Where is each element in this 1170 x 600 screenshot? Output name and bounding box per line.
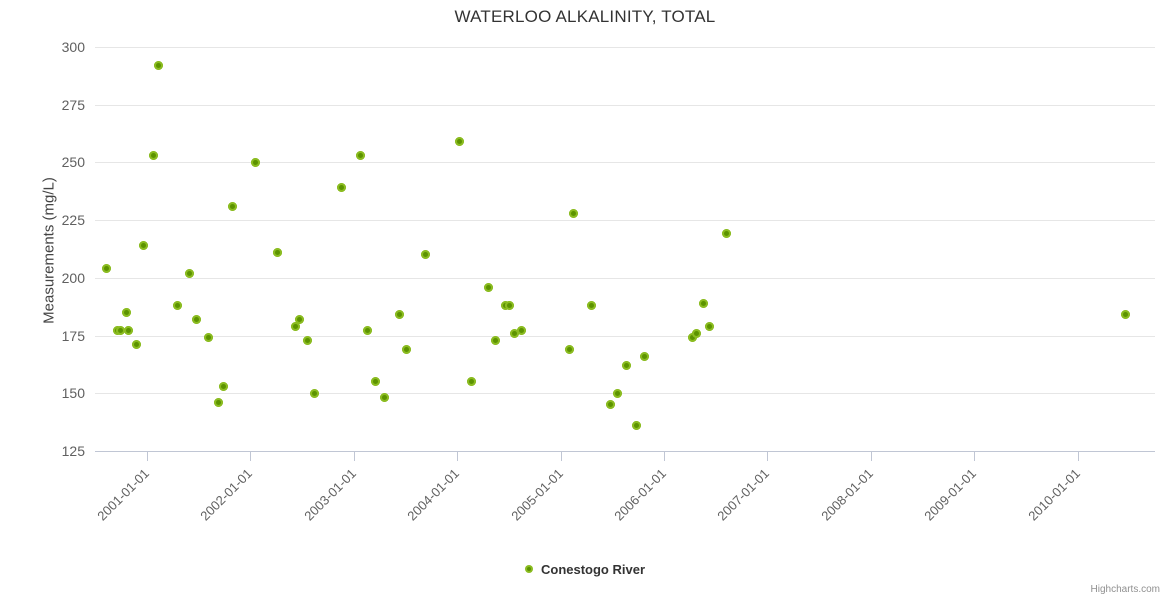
scatter-point[interactable] xyxy=(337,183,347,193)
x-axis-line xyxy=(95,451,1155,452)
scatter-point[interactable] xyxy=(115,326,125,336)
gridline xyxy=(95,335,1155,337)
scatter-point[interactable] xyxy=(148,151,158,160)
scatter-point[interactable] xyxy=(420,250,430,260)
scatter-point[interactable] xyxy=(356,151,366,160)
scatter-point[interactable] xyxy=(568,208,578,218)
scatter-point[interactable] xyxy=(490,335,500,345)
scatter-point[interactable] xyxy=(587,301,597,311)
scatter-point[interactable] xyxy=(631,421,641,431)
y-axis-tick-labels: 300 275 250 225 200 175 150 125 xyxy=(10,40,85,458)
scatter-point[interactable] xyxy=(272,247,282,257)
gridline xyxy=(95,162,1155,164)
scatter-point[interactable] xyxy=(621,361,631,371)
scatter-point[interactable] xyxy=(394,310,404,320)
scatter-point[interactable] xyxy=(101,264,111,274)
scatter-point[interactable] xyxy=(363,326,373,336)
x-axis-tick-mark xyxy=(250,452,252,461)
legend-marker-icon xyxy=(524,565,533,573)
y-axis-tick-label: 300 xyxy=(61,39,85,55)
scatter-point[interactable] xyxy=(466,377,476,387)
scatter-point[interactable] xyxy=(1121,310,1131,320)
scatter-point[interactable] xyxy=(687,333,697,343)
scatter-point[interactable] xyxy=(640,351,650,361)
gridline xyxy=(95,277,1155,279)
scatter-point[interactable] xyxy=(203,333,213,343)
x-axis-tick-mark xyxy=(974,452,976,461)
scatter-point[interactable] xyxy=(295,314,305,324)
scatter-point[interactable] xyxy=(371,377,381,387)
scatter-point[interactable] xyxy=(605,400,615,410)
y-axis-tick-label: 250 xyxy=(61,154,85,171)
legend-item-conestogo-river[interactable]: Conestogo River xyxy=(524,562,645,577)
scatter-point[interactable] xyxy=(123,326,133,336)
scatter-point[interactable] xyxy=(121,307,131,317)
scatter-point[interactable] xyxy=(191,314,201,324)
y-axis-tick-label: 275 xyxy=(61,96,85,113)
gridline xyxy=(95,47,1155,48)
y-axis-tick-label: 150 xyxy=(61,385,85,402)
plot-area xyxy=(95,47,1155,452)
x-axis-tick-mark xyxy=(870,452,872,461)
gridline xyxy=(95,220,1155,222)
scatter-point[interactable] xyxy=(691,328,701,338)
scatter-point[interactable] xyxy=(219,381,229,391)
chart-title: WATERLOO ALKALINITY, TOTAL xyxy=(454,7,716,26)
scatter-point[interactable] xyxy=(380,393,390,403)
scatter-point[interactable] xyxy=(722,229,732,239)
scatter-point[interactable] xyxy=(612,388,622,398)
scatter-point[interactable] xyxy=(291,321,301,331)
x-axis-tick-mark xyxy=(767,452,769,461)
scatter-point[interactable] xyxy=(704,321,714,331)
y-axis-tick-label: 175 xyxy=(61,327,85,344)
legend-item-label: Conestogo River xyxy=(540,562,645,577)
scatter-point[interactable] xyxy=(213,398,223,408)
gridline xyxy=(95,104,1155,106)
scatter-point[interactable] xyxy=(505,301,515,311)
x-axis-tick-mark xyxy=(457,452,459,461)
scatter-point[interactable] xyxy=(131,340,141,350)
y-axis-tick-label: 225 xyxy=(61,212,85,229)
highcharts-credit[interactable]: Highcharts.com xyxy=(1090,584,1160,595)
scatter-point[interactable] xyxy=(509,328,519,338)
scatter-point[interactable] xyxy=(698,298,708,308)
chart-legend: Conestogo River xyxy=(0,562,1170,577)
y-axis-tick-label: 125 xyxy=(61,443,85,459)
scatter-point[interactable] xyxy=(139,241,149,251)
scatter-point[interactable] xyxy=(153,60,163,70)
scatter-point[interactable] xyxy=(228,201,238,211)
gridline xyxy=(95,393,1155,395)
x-axis-tick-mark xyxy=(147,452,149,461)
scatter-point[interactable] xyxy=(173,301,183,311)
scatter-point[interactable] xyxy=(401,344,411,354)
scatter-point[interactable] xyxy=(516,326,526,336)
x-axis-tick-mark xyxy=(353,452,355,461)
y-axis-tick-label: 200 xyxy=(61,269,85,286)
scatter-point[interactable] xyxy=(455,137,465,147)
x-axis-tick-mark xyxy=(664,452,666,461)
scatter-point[interactable] xyxy=(251,157,261,167)
x-axis-tick-mark xyxy=(1077,452,1079,461)
scatter-point[interactable] xyxy=(483,282,493,292)
scatter-point[interactable] xyxy=(309,388,319,398)
x-axis-tick-mark xyxy=(560,452,562,461)
scatter-point[interactable] xyxy=(565,344,574,354)
scatter-point[interactable] xyxy=(302,335,312,345)
scatter-point[interactable] xyxy=(185,268,195,278)
